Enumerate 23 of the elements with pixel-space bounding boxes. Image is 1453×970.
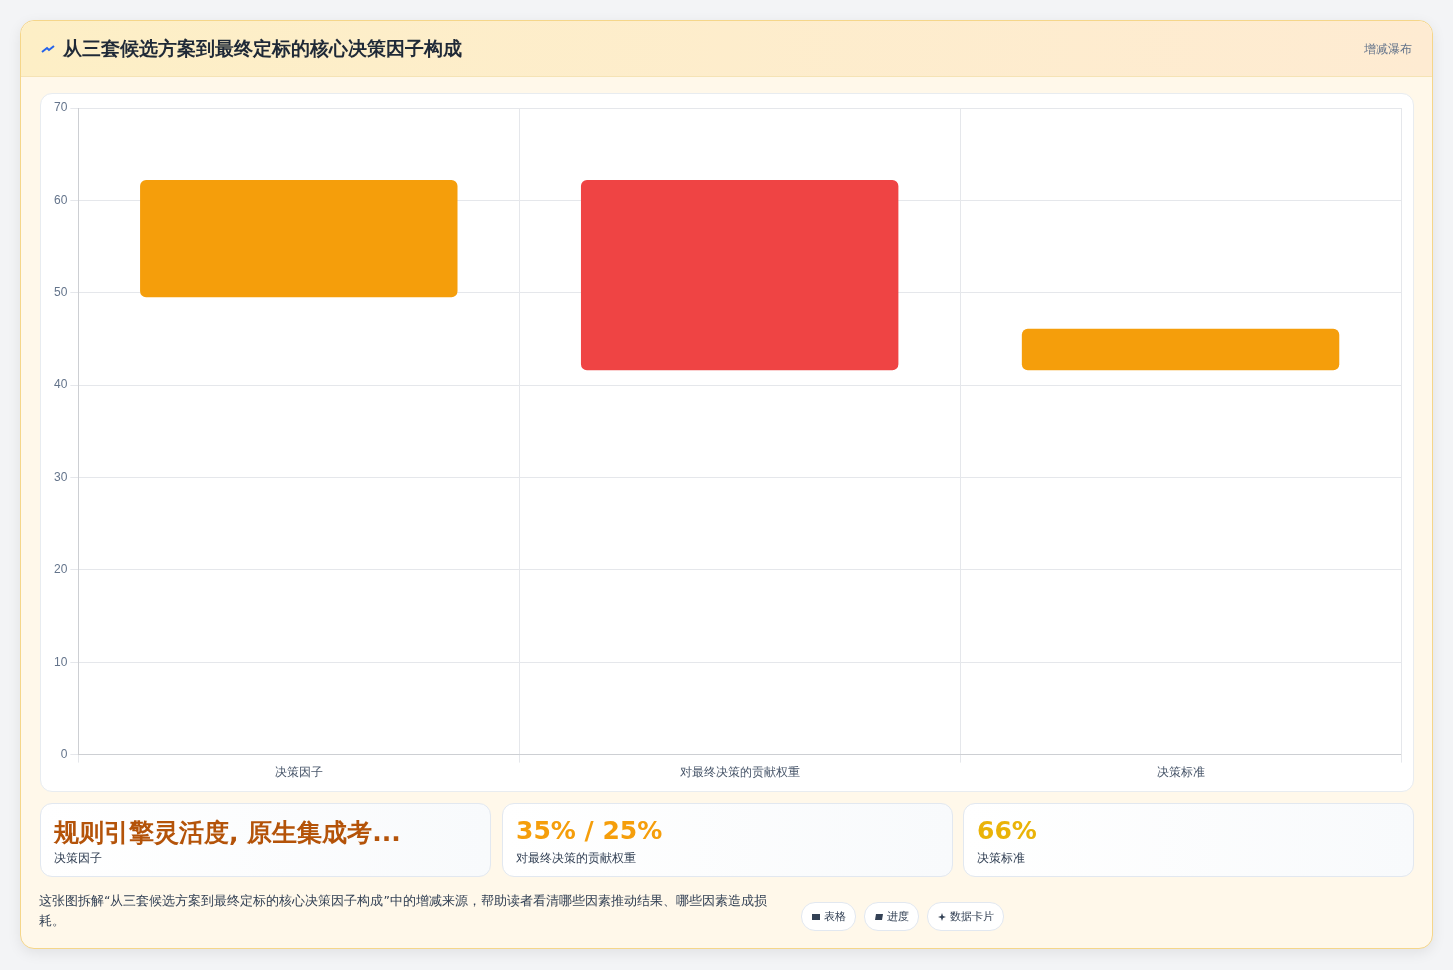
x-tick-label: 决策因子 bbox=[274, 765, 323, 780]
text: 决策因子 bbox=[54, 850, 102, 867]
text: 66% bbox=[977, 816, 1037, 845]
y-tick-label: 70 bbox=[53, 100, 68, 115]
text: 规则引擎灵活度, 原生集成考... bbox=[54, 817, 401, 849]
x-tick-label: 决策标准 bbox=[1156, 765, 1205, 780]
text: 数据卡片 bbox=[950, 909, 994, 924]
y-tick-label: 20 bbox=[53, 562, 68, 577]
text: 决策标准 bbox=[977, 850, 1025, 867]
text: 表格 bbox=[824, 909, 846, 924]
y-tick-label: 40 bbox=[53, 377, 68, 392]
y-tick-label: 60 bbox=[53, 192, 68, 207]
y-tick-label: 0 bbox=[60, 746, 68, 761]
y-tick-label: 50 bbox=[53, 285, 68, 300]
y-tick-label: 10 bbox=[53, 654, 68, 669]
text: 这张图拆解“从三套候选方案到最终定标的核心决策因子构成”中的增减来源，帮助读者看清哪些因素推动结果、哪些因素造成损耗。 bbox=[39, 892, 768, 930]
text: 35% / 25% bbox=[516, 816, 663, 845]
chart-title: 从三套候选方案到最终定标的核心决策因子构成 bbox=[63, 36, 462, 61]
chart-subtitle: 增减瀑布 bbox=[1364, 41, 1412, 58]
x-tick-label: 对最终决策的贡献权重 bbox=[679, 765, 800, 780]
text: 对最终决策的贡献权重 bbox=[516, 850, 636, 867]
text: 进度 bbox=[887, 909, 909, 924]
y-tick-label: 30 bbox=[53, 469, 68, 484]
